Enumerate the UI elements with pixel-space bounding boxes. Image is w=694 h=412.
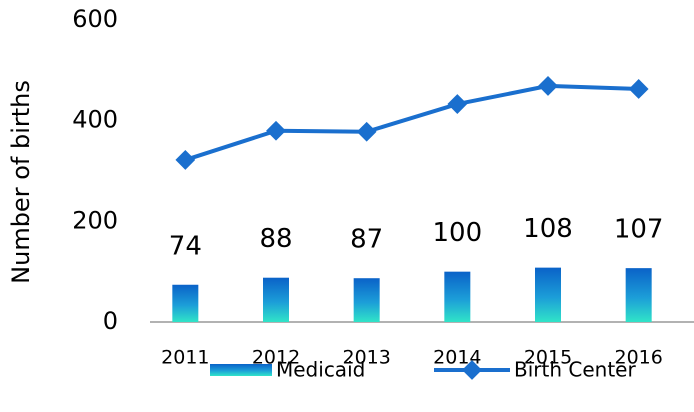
legend-swatch — [210, 364, 272, 376]
bar — [353, 278, 380, 322]
y-tick-label: 0 — [103, 307, 118, 335]
data-label: 88 — [259, 224, 292, 254]
y-axis-label: Number of births — [7, 80, 35, 284]
bar — [263, 277, 289, 322]
line-marker — [356, 121, 377, 142]
legend-label: Birth Center — [514, 358, 636, 382]
x-tick-label: 2016 — [614, 347, 662, 369]
y-tick-label: 200 — [72, 206, 118, 234]
y-tick-label: 600 — [72, 5, 118, 33]
data-label: 87 — [350, 225, 383, 255]
data-label: 100 — [433, 218, 483, 248]
x-tick-label: 2013 — [342, 347, 390, 369]
legend-label: Medicaid — [276, 358, 365, 382]
data-label: 108 — [523, 214, 573, 244]
line-marker — [175, 150, 196, 170]
legend-marker — [462, 360, 482, 380]
bar — [172, 284, 199, 322]
line-marker — [447, 94, 468, 114]
line — [184, 83, 639, 162]
bar — [625, 268, 652, 322]
line-marker — [538, 76, 558, 96]
line-marker — [628, 79, 649, 99]
data-label: 107 — [614, 215, 664, 245]
line-marker — [266, 120, 286, 141]
bar — [535, 267, 561, 322]
y-tick-label: 400 — [72, 106, 118, 134]
x-tick-label: 2011 — [161, 347, 209, 369]
bar — [444, 271, 471, 322]
x-tick-label: 2012 — [252, 347, 300, 369]
data-label: 74 — [169, 231, 202, 261]
x-tick-label: 2015 — [524, 347, 572, 369]
